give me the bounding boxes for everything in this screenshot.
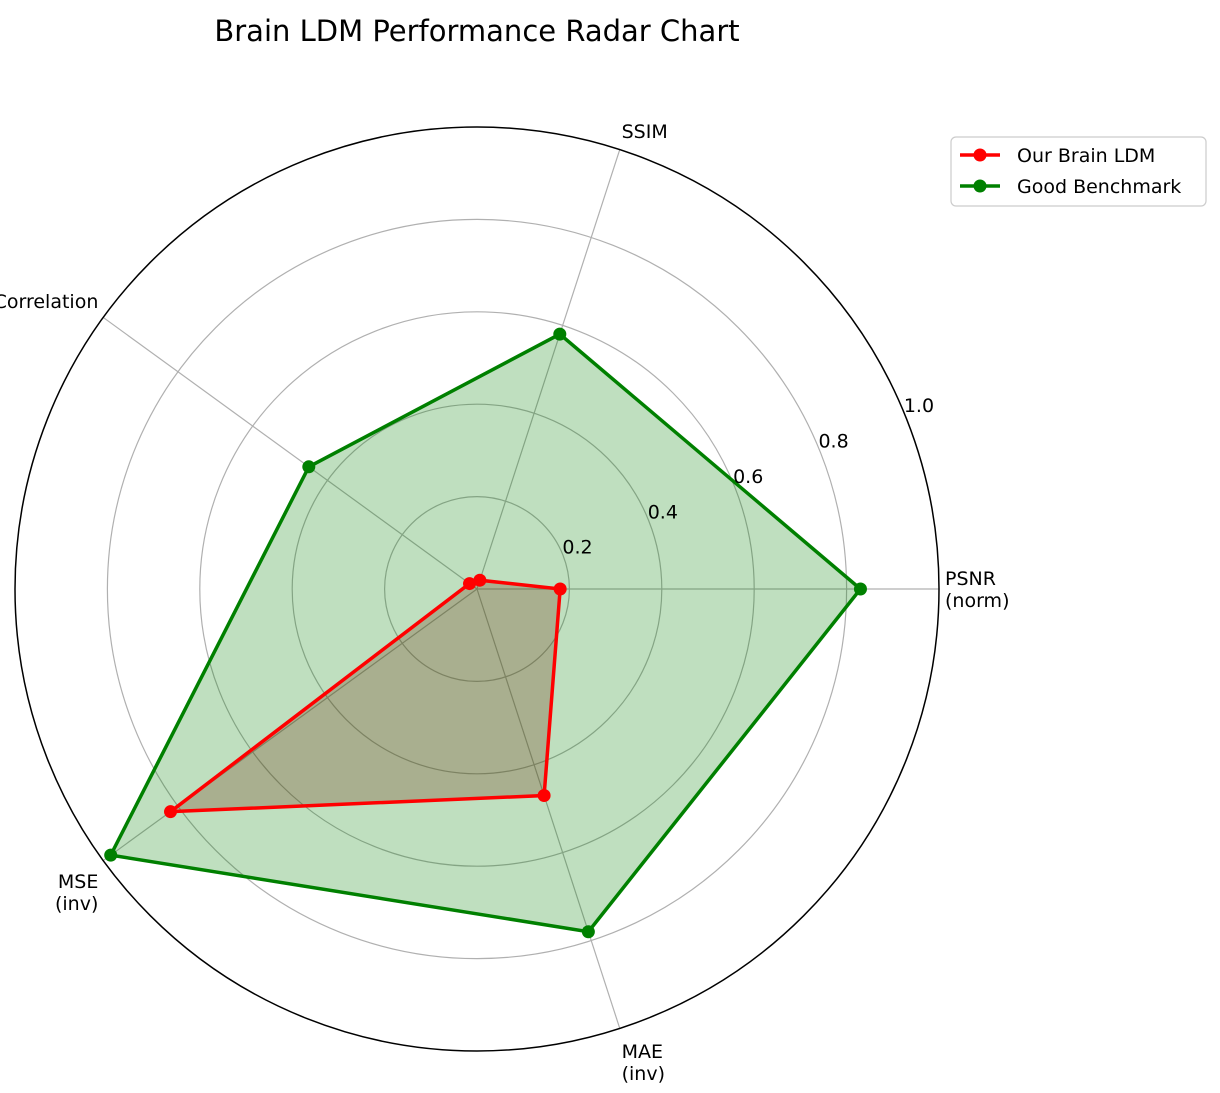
series-fill-1 <box>110 334 861 932</box>
series-1-point-2 <box>302 460 316 474</box>
chart-title: Brain LDM Performance Radar Chart <box>214 14 739 48</box>
legend-label-1: Good Benchmark <box>1017 176 1181 198</box>
axis-label-3-line-1: (inv) <box>55 893 98 915</box>
axis-label-0: PSNR (norm) <box>945 568 1009 612</box>
axis-label-3-line-0: MSE <box>58 871 98 893</box>
outer-frame <box>14 126 940 1052</box>
rtick-label-4: 1.0 <box>904 395 934 417</box>
series-0-point-0 <box>553 582 567 596</box>
axis-label-4-line-0: MAE <box>622 1041 663 1063</box>
series-fill-0 <box>170 580 561 812</box>
series-0-point-4 <box>537 789 551 803</box>
legend-label-0: Our Brain LDM <box>1017 145 1155 167</box>
legend-marker-1 <box>973 179 987 193</box>
rtick-label-0: 0.2 <box>562 537 592 559</box>
axis-label-0-line-1: (norm) <box>945 590 1009 612</box>
series-1-point-3 <box>104 848 118 862</box>
spoke-4 <box>476 588 621 1029</box>
series-0-point-1 <box>473 573 487 587</box>
axis-label-1: SSIM <box>622 121 668 143</box>
series-0-point-3 <box>164 805 178 819</box>
axis-label-1-line-0: SSIM <box>622 121 668 143</box>
legend: Our Brain LDM Good Benchmark <box>950 136 1207 207</box>
series-lines <box>108 332 863 934</box>
series-0-point-2 <box>463 577 477 591</box>
rtick-label-3: 0.8 <box>818 431 848 453</box>
series-points <box>104 327 867 939</box>
rtick-label-1: 0.4 <box>648 501 678 523</box>
series-line-0 <box>165 578 563 814</box>
axis-label-2: Correlation <box>0 291 98 313</box>
axis-label-2-line-0: Correlation <box>0 291 98 313</box>
legend-marker-0 <box>973 148 987 162</box>
axis-label-4: MAE (inv) <box>622 1041 665 1085</box>
axis-label-4-line-1: (inv) <box>622 1063 665 1085</box>
radial-tick-labels: 0.2 0.4 0.6 0.8 1.0 <box>562 395 934 558</box>
series-fills <box>110 334 861 932</box>
spoke-1 <box>476 149 621 590</box>
axis-label-0-line-0: PSNR <box>945 568 996 590</box>
series-1-point-0 <box>853 582 867 596</box>
legend-box <box>950 136 1207 207</box>
series-1-point-1 <box>553 327 567 341</box>
series-1-point-4 <box>581 925 595 939</box>
rtick-label-2: 0.6 <box>733 466 763 488</box>
axis-label-3: MSE (inv) <box>55 871 98 915</box>
spoke-2 <box>102 316 478 590</box>
series-line-1 <box>108 332 863 934</box>
